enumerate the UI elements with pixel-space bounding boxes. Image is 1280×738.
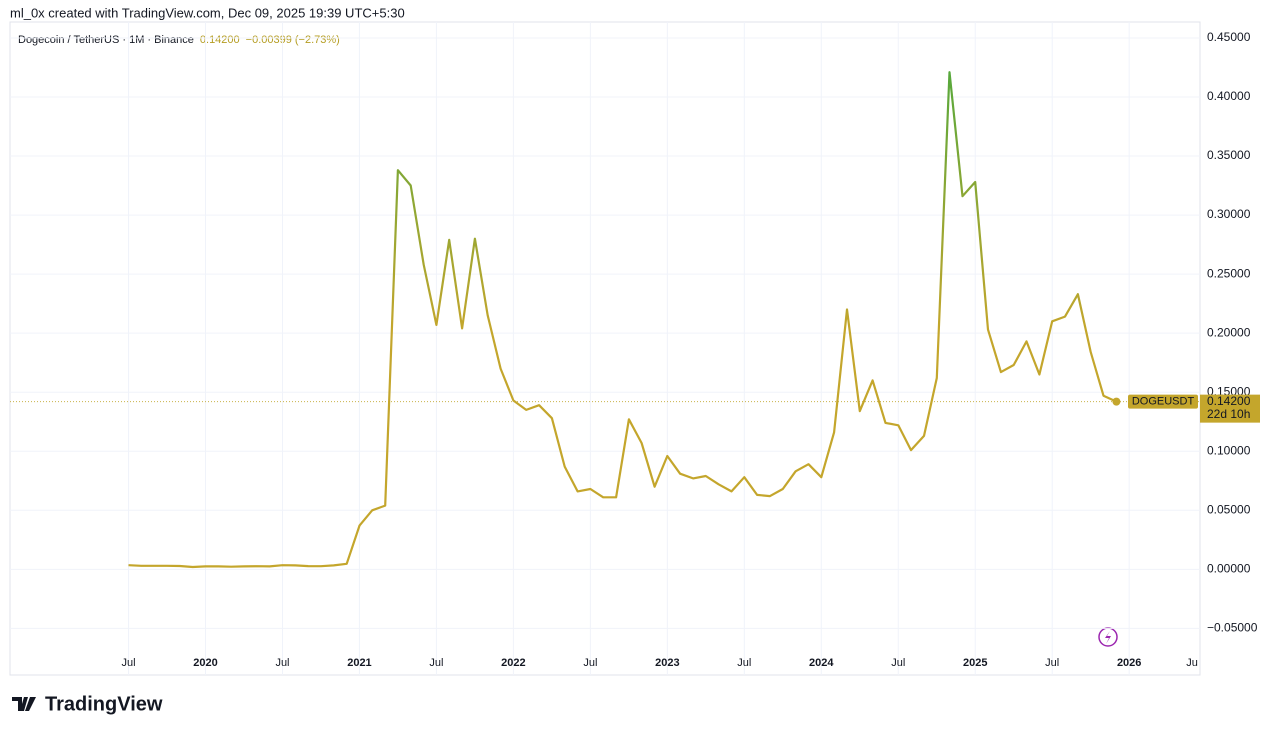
x-tick-label: Jul bbox=[429, 657, 443, 669]
y-tick-label: −0.05000 bbox=[1207, 621, 1258, 635]
x-tick-label: Jul bbox=[1045, 657, 1059, 669]
x-tick-label: Jul bbox=[275, 657, 289, 669]
price-tag-label: 0.14200 bbox=[1207, 394, 1251, 408]
credit: ml_0x created with TradingView.com, Dec … bbox=[10, 5, 405, 20]
y-tick-label: 0.45000 bbox=[1207, 30, 1251, 44]
y-tick-label: 0.10000 bbox=[1207, 443, 1251, 457]
y-tick-label: 0.20000 bbox=[1207, 325, 1251, 339]
alert-bolt bbox=[1105, 631, 1111, 644]
legend-change: −0.00399 (−2.73%) bbox=[246, 34, 340, 46]
y-tick-label: 0.40000 bbox=[1207, 89, 1251, 103]
logo-mark bbox=[12, 697, 36, 711]
y-tick-label: 0.05000 bbox=[1207, 502, 1251, 516]
price-line-series bbox=[128, 71, 1117, 569]
x-tick-label: Jul bbox=[891, 657, 905, 669]
x-tick-label: 2020 bbox=[193, 657, 217, 669]
x-tick-label: Jul bbox=[583, 657, 597, 669]
y-tick-label: 0.25000 bbox=[1207, 266, 1251, 280]
x-tick-label: Jul bbox=[122, 657, 136, 669]
x-tick-label: 2023 bbox=[655, 657, 679, 669]
legend-price: 0.14200 bbox=[200, 34, 240, 46]
x-tick-label: 2024 bbox=[809, 657, 834, 669]
y-tick-label: 0.00000 bbox=[1207, 561, 1251, 575]
x-tick-label: 2021 bbox=[347, 657, 371, 669]
y-tick-label: 0.35000 bbox=[1207, 148, 1251, 162]
plot-frame bbox=[9, 21, 1201, 676]
logo: TradingView bbox=[12, 693, 163, 715]
symbol-tag bbox=[1128, 394, 1198, 409]
x-tick-label: Jul bbox=[737, 657, 751, 669]
x-tick-label: 2025 bbox=[963, 657, 987, 669]
countdown-label: 22d 10h bbox=[1207, 407, 1250, 421]
price-tag bbox=[1200, 394, 1260, 423]
x-tick-label: 2026 bbox=[1117, 657, 1141, 669]
y-tick-label: 0.30000 bbox=[1207, 207, 1251, 221]
symbol-label: DOGEUSDT bbox=[1132, 396, 1195, 408]
x-tick-label: 2022 bbox=[501, 657, 525, 669]
logo-text: TradingView bbox=[45, 693, 163, 715]
x-tick-label: Ju bbox=[1186, 657, 1198, 669]
last-point bbox=[1112, 397, 1121, 406]
legend-title: Dogecoin / TetherUS · 1M · Binance bbox=[18, 34, 194, 46]
